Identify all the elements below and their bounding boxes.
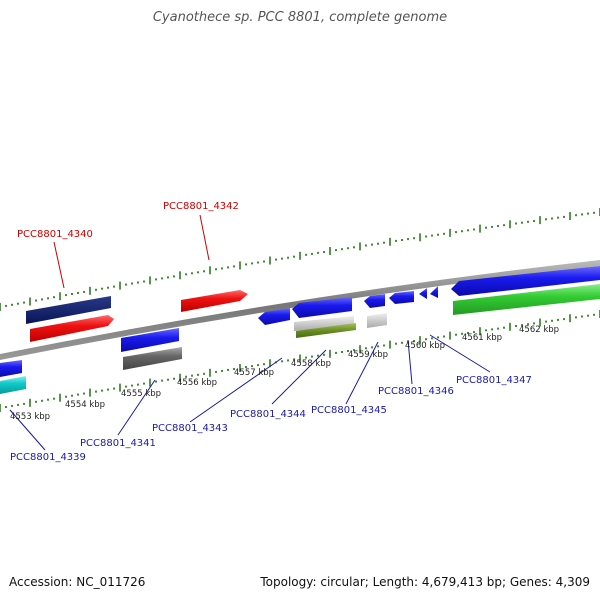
gene-feature-4346	[389, 291, 414, 304]
gene-label-4340: PCC8801_4340	[17, 229, 93, 240]
ruler-label: 4559 kbp	[348, 350, 388, 360]
callout-line-4340	[53, 241, 65, 289]
gene-feature-4341	[121, 328, 179, 352]
gene-feature-4340	[30, 315, 114, 342]
gene-feature-4343	[258, 308, 290, 325]
gene-label-4344: PCC8801_4344	[230, 409, 306, 420]
gene-feature-4344	[292, 297, 352, 318]
ruler-label: 4554 kbp	[65, 400, 105, 410]
ruler-label: 4561 kbp	[462, 333, 502, 343]
gene-feature-4347	[451, 266, 600, 296]
ruler-label: 4560 kbp	[405, 341, 445, 351]
gene-feature-4339-blue	[0, 360, 22, 377]
callout-line-4341	[117, 379, 156, 436]
callout-line-4342	[199, 214, 210, 261]
gene-feature-4347-green	[453, 284, 600, 315]
gene-feature-4346-c	[430, 286, 438, 298]
ruler-label: 4557 kbp	[234, 368, 274, 378]
callout-lines	[9, 214, 491, 451]
callout-line-4346	[407, 339, 413, 385]
genome-summary-text: Topology: circular; Length: 4,679,413 bp…	[260, 575, 590, 589]
gene-feature-4342	[181, 290, 248, 312]
ruler-label: 4558 kbp	[291, 359, 331, 369]
callout-line-4339	[9, 409, 46, 451]
gene-feature-4345	[364, 294, 385, 308]
gene-feature-4340-navy	[26, 296, 111, 324]
gene-label-4346: PCC8801_4346	[378, 386, 454, 397]
upper-tick-track	[0, 208, 600, 311]
ruler-label: 4555 kbp	[121, 389, 161, 399]
gene-label-4345: PCC8801_4345	[311, 405, 387, 416]
genome-backbone	[0, 260, 600, 360]
gene-label-4343: PCC8801_4343	[152, 423, 228, 434]
ruler-label: 4556 kbp	[177, 378, 217, 388]
accession-text: Accession: NC_011726	[9, 575, 146, 589]
gene-feature-4339-cyan	[0, 376, 26, 394]
callout-line-4344	[271, 349, 327, 405]
gene-label-4342: PCC8801_4342	[163, 201, 239, 212]
ruler-labels: 4553 kbp 4554 kbp 4555 kbp 4556 kbp 4557…	[10, 325, 559, 422]
genome-title: Cyanothece sp. PCC 8801, complete genome	[152, 10, 448, 25]
callout-line-4345	[345, 341, 379, 405]
gene-labels: PCC8801_4340 PCC8801_4342 PCC8801_4339 P…	[10, 201, 532, 463]
gene-feature-4341-gray	[123, 347, 182, 370]
gene-label-4347: PCC8801_4347	[456, 375, 532, 386]
gene-label-4339: PCC8801_4339	[10, 452, 86, 463]
gene-feature-4346-b	[419, 288, 427, 299]
gene-feature-4344-olive	[296, 323, 356, 338]
gene-label-4341: PCC8801_4341	[80, 438, 156, 449]
gene-feature-4345-lightgray	[367, 313, 387, 328]
lower-tick-track	[0, 310, 600, 412]
callout-line-4343	[189, 357, 283, 423]
callout-line-4347	[429, 334, 491, 373]
ruler-label: 4553 kbp	[10, 412, 50, 422]
ruler-label: 4562 kbp	[519, 325, 559, 335]
